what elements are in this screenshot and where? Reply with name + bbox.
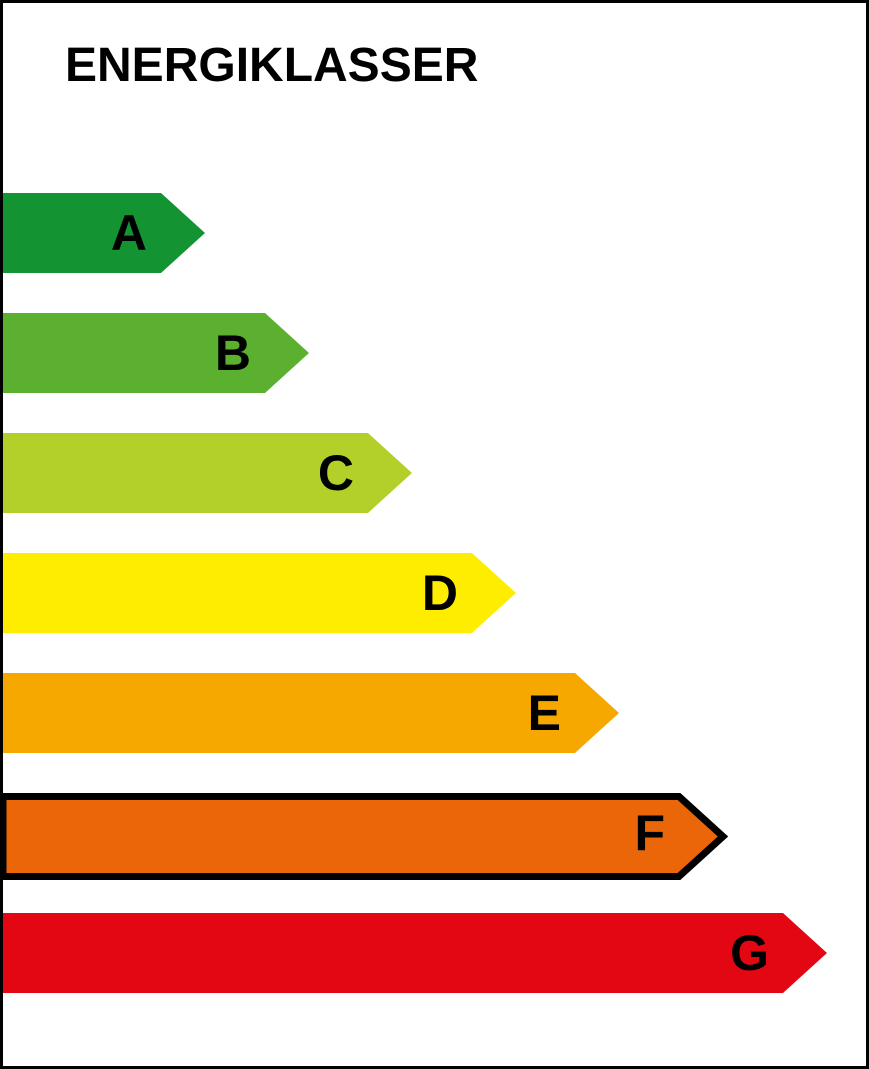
energy-class-row-d: D [3,553,866,633]
energy-class-row-f: F [3,793,866,873]
energy-class-bars: ABCDEFG [3,193,866,1033]
energy-class-label-e: E [3,673,561,753]
energy-class-label-d: D [3,553,458,633]
energy-class-row-b: B [3,313,866,393]
energy-class-label-a: A [3,193,147,273]
energy-class-label-g: G [3,913,769,993]
energy-class-row-c: C [3,433,866,513]
energy-label-frame: ENERGIKLASSER ABCDEFG [0,0,869,1069]
energy-class-label-f: F [3,793,665,873]
energy-class-row-e: E [3,673,866,753]
energy-class-row-g: G [3,913,866,993]
page-title: ENERGIKLASSER [65,38,478,93]
energy-class-row-a: A [3,193,866,273]
energy-class-label-b: B [3,313,251,393]
energy-class-label-c: C [3,433,354,513]
